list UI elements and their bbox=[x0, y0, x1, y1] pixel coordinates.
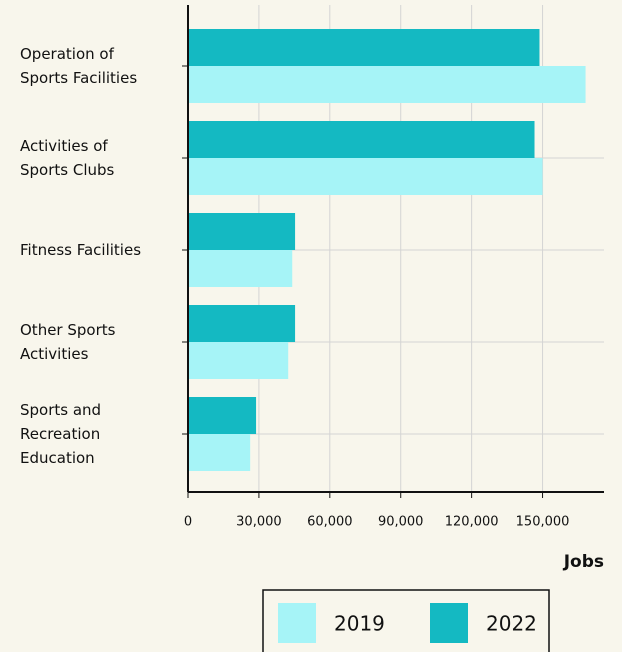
x-tick-label: 150,000 bbox=[516, 515, 570, 530]
legend-label: 2022 bbox=[486, 612, 537, 636]
bar bbox=[188, 158, 543, 195]
x-tick-label: 60,000 bbox=[307, 515, 353, 530]
x-axis-title: Jobs bbox=[563, 552, 604, 572]
bar bbox=[188, 121, 535, 158]
bar bbox=[188, 342, 289, 379]
bar bbox=[188, 434, 251, 471]
bar bbox=[188, 66, 586, 103]
y-tick-label: Other Sports Activities bbox=[20, 321, 116, 363]
bar bbox=[188, 29, 540, 66]
bar bbox=[188, 213, 296, 250]
x-tick-label: 90,000 bbox=[378, 515, 424, 530]
x-tick-label: 0 bbox=[184, 515, 192, 530]
y-tick-label: Activities of Sports Clubs bbox=[20, 137, 115, 179]
bar bbox=[188, 305, 296, 342]
legend-box bbox=[262, 589, 550, 652]
x-tick-label: 120,000 bbox=[445, 515, 499, 530]
legend-swatch bbox=[430, 603, 468, 643]
bar bbox=[188, 397, 257, 434]
y-tick-label: Operation of Sports Facilities bbox=[20, 45, 137, 87]
y-tick-label: Sports and Recreation Education bbox=[20, 401, 101, 467]
legend-swatch bbox=[278, 603, 316, 643]
legend-label: 2019 bbox=[334, 612, 385, 636]
x-tick-label: 30,000 bbox=[236, 515, 282, 530]
bar bbox=[188, 250, 293, 287]
y-tick-label: Fitness Facilities bbox=[20, 241, 141, 259]
